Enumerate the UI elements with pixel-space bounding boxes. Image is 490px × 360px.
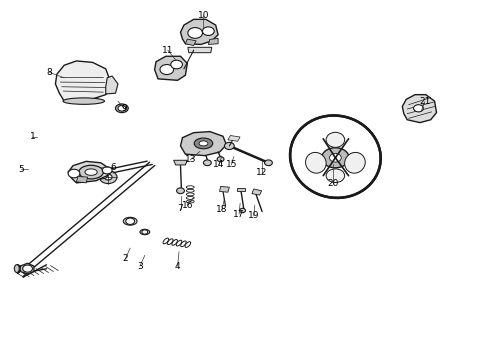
Polygon shape [180,19,218,44]
Ellipse shape [306,152,326,173]
Text: 10: 10 [198,10,209,19]
Polygon shape [55,61,112,102]
Polygon shape [252,189,262,195]
Ellipse shape [344,152,365,173]
Text: 16: 16 [182,201,193,210]
Polygon shape [20,263,34,274]
Ellipse shape [85,169,97,175]
Text: 20: 20 [327,179,339,188]
Circle shape [102,167,112,174]
Polygon shape [173,160,187,165]
Circle shape [142,230,148,234]
Ellipse shape [199,141,208,146]
Polygon shape [228,135,240,141]
Ellipse shape [140,229,150,235]
Circle shape [176,188,184,194]
Text: 9: 9 [121,104,127,113]
Text: 12: 12 [256,168,268,177]
Ellipse shape [63,98,104,104]
Text: 21: 21 [419,97,431,106]
Polygon shape [91,169,111,180]
Text: 1: 1 [29,132,35,141]
Circle shape [188,28,202,39]
Polygon shape [220,186,229,192]
Ellipse shape [116,104,128,113]
Ellipse shape [181,241,186,247]
Ellipse shape [172,239,177,245]
Circle shape [217,157,224,162]
Ellipse shape [186,193,194,196]
Ellipse shape [163,238,169,244]
Ellipse shape [168,239,173,244]
Polygon shape [237,188,245,192]
Text: 18: 18 [216,205,228,214]
Circle shape [240,208,245,213]
Polygon shape [180,132,226,156]
Circle shape [126,218,135,225]
Circle shape [224,142,234,149]
Ellipse shape [123,217,137,225]
Polygon shape [208,39,218,44]
Ellipse shape [14,265,19,273]
Ellipse shape [176,240,182,246]
Polygon shape [188,47,212,53]
Ellipse shape [326,132,344,147]
Circle shape [99,171,117,184]
Circle shape [265,160,272,166]
Ellipse shape [326,169,344,183]
Text: 13: 13 [185,156,196,165]
Circle shape [203,160,211,166]
Polygon shape [106,76,118,94]
Ellipse shape [79,165,103,179]
Circle shape [160,64,173,75]
Ellipse shape [185,242,191,247]
Circle shape [68,169,80,178]
Circle shape [171,60,182,69]
Text: 5: 5 [18,165,24,174]
Text: 3: 3 [137,262,143,271]
Circle shape [202,27,214,36]
Circle shape [414,105,423,112]
Text: 11: 11 [162,46,173,55]
Circle shape [104,174,112,180]
Ellipse shape [186,186,194,189]
Circle shape [330,153,341,162]
Text: 7: 7 [178,204,183,213]
Circle shape [322,148,349,168]
Text: 14: 14 [214,161,225,170]
Polygon shape [185,39,196,45]
Text: 4: 4 [175,262,180,271]
Polygon shape [68,161,109,183]
Text: 17: 17 [233,210,245,219]
Polygon shape [76,176,88,183]
Circle shape [118,105,126,111]
Text: 8: 8 [47,68,52,77]
Ellipse shape [290,116,381,198]
Ellipse shape [186,189,194,192]
Text: 19: 19 [248,211,260,220]
Polygon shape [155,56,187,80]
Text: 2: 2 [122,255,128,264]
Ellipse shape [186,200,194,203]
Ellipse shape [194,138,213,149]
Text: 15: 15 [225,161,237,170]
Polygon shape [402,95,437,123]
Text: 6: 6 [110,163,116,172]
Ellipse shape [186,197,194,199]
Circle shape [23,265,32,272]
